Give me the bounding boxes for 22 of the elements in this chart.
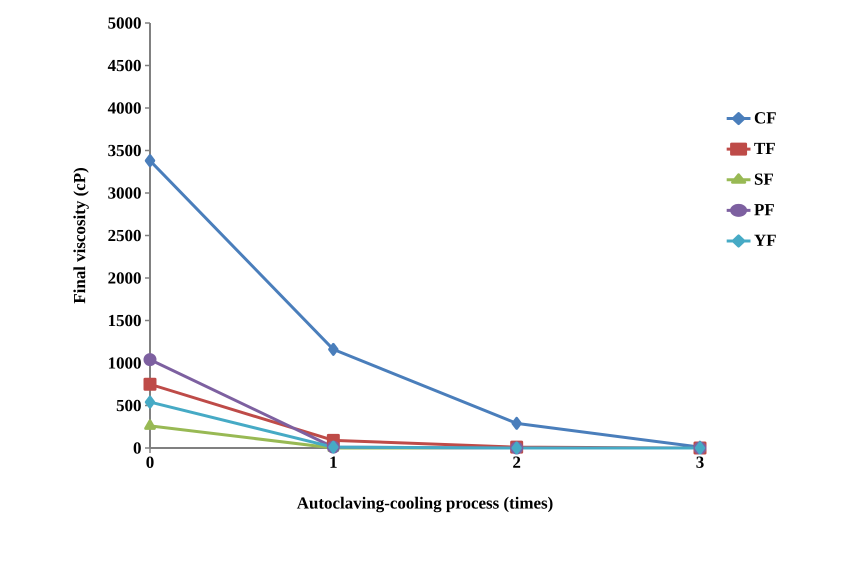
x-tick-label: 1: [330, 456, 337, 468]
y-tick-label: 4500: [108, 60, 141, 72]
legend-label: TF: [754, 142, 775, 154]
legend-label: CF: [754, 112, 776, 124]
legend-label: PF: [754, 204, 774, 216]
y-tick-label: 1500: [108, 314, 141, 326]
y-axis-title: Final viscosity (cP): [73, 168, 89, 304]
x-axis-title: Autoclaving-cooling process (times): [296, 496, 553, 512]
legend-label: YF: [754, 234, 776, 246]
y-tick-label: 3500: [108, 144, 141, 156]
x-tick-label: 2: [513, 456, 520, 468]
legend-label: SF: [754, 173, 773, 185]
y-tick-label: 5000: [108, 17, 141, 29]
y-tick-label: 1000: [108, 357, 141, 369]
y-tick-label: 2000: [108, 272, 141, 284]
y-tick-label: 500: [116, 400, 141, 412]
x-tick-label: 0: [146, 456, 154, 468]
y-tick-label: 2500: [108, 230, 141, 242]
y-tick-label: 3000: [108, 187, 141, 199]
x-tick-label: 3: [696, 456, 704, 468]
y-tick-label: 4000: [108, 102, 141, 114]
y-tick-label: 0: [134, 442, 141, 454]
